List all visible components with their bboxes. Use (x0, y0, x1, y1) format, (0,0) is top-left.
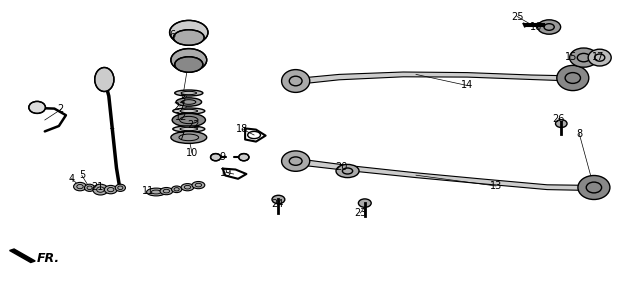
Text: 2: 2 (58, 104, 64, 115)
Polygon shape (294, 72, 573, 85)
Ellipse shape (175, 57, 203, 72)
Ellipse shape (171, 49, 207, 71)
Text: 24: 24 (271, 199, 284, 209)
Text: 4: 4 (68, 173, 75, 184)
Ellipse shape (172, 113, 205, 127)
Text: 22: 22 (188, 119, 200, 130)
Ellipse shape (173, 108, 205, 114)
Ellipse shape (578, 176, 610, 200)
Ellipse shape (173, 126, 205, 132)
Ellipse shape (239, 154, 249, 161)
Text: 17: 17 (592, 52, 605, 62)
Ellipse shape (175, 90, 203, 96)
Ellipse shape (211, 154, 221, 161)
Text: 18: 18 (236, 124, 248, 134)
Ellipse shape (173, 30, 204, 45)
Text: 23: 23 (354, 208, 367, 218)
Ellipse shape (358, 199, 371, 207)
Text: 8: 8 (576, 128, 582, 139)
Text: 16: 16 (530, 22, 543, 32)
Ellipse shape (160, 188, 173, 195)
Ellipse shape (172, 186, 182, 193)
Polygon shape (10, 249, 35, 262)
Ellipse shape (176, 98, 202, 106)
Text: 7: 7 (178, 131, 184, 142)
Ellipse shape (104, 185, 117, 194)
Ellipse shape (170, 20, 208, 44)
Ellipse shape (282, 70, 310, 92)
Ellipse shape (74, 182, 86, 191)
Ellipse shape (557, 65, 589, 91)
Text: 1: 1 (109, 121, 115, 131)
Text: 11: 11 (142, 185, 155, 196)
Ellipse shape (336, 164, 359, 178)
Ellipse shape (171, 131, 207, 143)
Ellipse shape (282, 151, 310, 171)
Text: 13: 13 (490, 181, 502, 191)
Text: 26: 26 (552, 113, 565, 124)
Text: 14: 14 (461, 80, 474, 91)
Ellipse shape (95, 68, 114, 92)
Text: 19: 19 (220, 167, 232, 178)
Ellipse shape (556, 120, 567, 128)
Text: 15: 15 (565, 52, 578, 62)
Ellipse shape (147, 188, 166, 196)
Text: 5: 5 (79, 170, 85, 181)
Ellipse shape (192, 182, 205, 189)
Ellipse shape (570, 48, 598, 67)
Ellipse shape (29, 101, 45, 113)
Ellipse shape (538, 20, 561, 34)
Ellipse shape (272, 195, 285, 204)
Text: 20: 20 (335, 161, 348, 172)
Text: 27: 27 (173, 101, 186, 112)
Ellipse shape (93, 184, 108, 195)
Polygon shape (294, 158, 592, 190)
Text: 9: 9 (220, 152, 226, 163)
Ellipse shape (588, 49, 611, 66)
Ellipse shape (84, 184, 95, 191)
Text: 12: 12 (175, 112, 188, 122)
Text: 25: 25 (511, 11, 524, 22)
Ellipse shape (181, 184, 194, 191)
Text: 3: 3 (179, 94, 186, 104)
Ellipse shape (115, 184, 125, 191)
Text: 6: 6 (170, 29, 176, 40)
Text: FR.: FR. (37, 252, 60, 265)
Text: 10: 10 (186, 148, 198, 158)
Text: 21: 21 (92, 182, 104, 193)
